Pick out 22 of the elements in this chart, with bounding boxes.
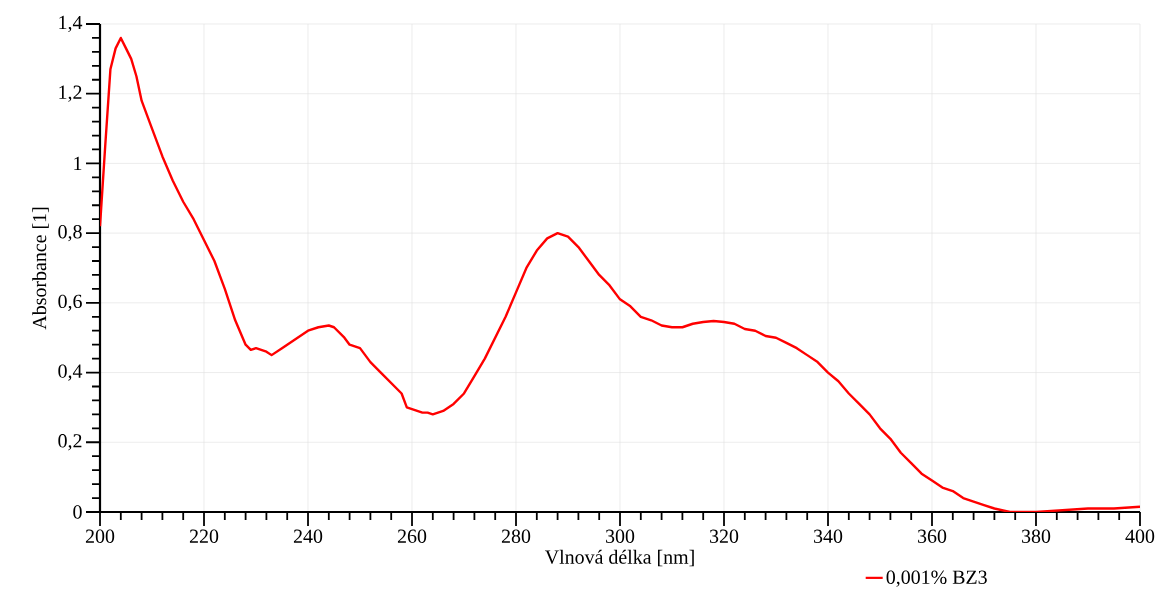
x-tick-label: 200 <box>85 529 115 543</box>
x-tick-label: 260 <box>397 529 427 543</box>
x-tick-label: 360 <box>918 529 947 543</box>
x-tick-label: 380 <box>1022 529 1051 543</box>
x-tick-label: 340 <box>814 529 843 543</box>
legend-label: 0,001% BZ3 <box>886 570 987 587</box>
x-tick-label: 320 <box>710 529 739 543</box>
y-tick-label: 0,8 <box>58 224 82 242</box>
y-tick-label: 0 <box>73 505 82 519</box>
y-tick-label: 0,4 <box>58 364 83 381</box>
x-tick-label: 220 <box>189 529 219 543</box>
x-tick-label: 400 <box>1125 529 1155 543</box>
x-axis-title: Vlnová délka [nm] <box>544 549 694 567</box>
y-tick-label: 0,6 <box>58 294 82 311</box>
y-tick-label: 1,4 <box>59 15 83 33</box>
y-axis-title: Absorbance [1] <box>32 207 49 330</box>
y-tick-label: 0,2 <box>58 434 82 451</box>
x-tick-label: 300 <box>606 529 635 543</box>
y-tick-label: 1 <box>74 156 82 170</box>
y-tick-label: 1,2 <box>59 85 82 102</box>
x-tick-label: 280 <box>501 529 531 543</box>
x-tick-label: 240 <box>293 529 323 543</box>
